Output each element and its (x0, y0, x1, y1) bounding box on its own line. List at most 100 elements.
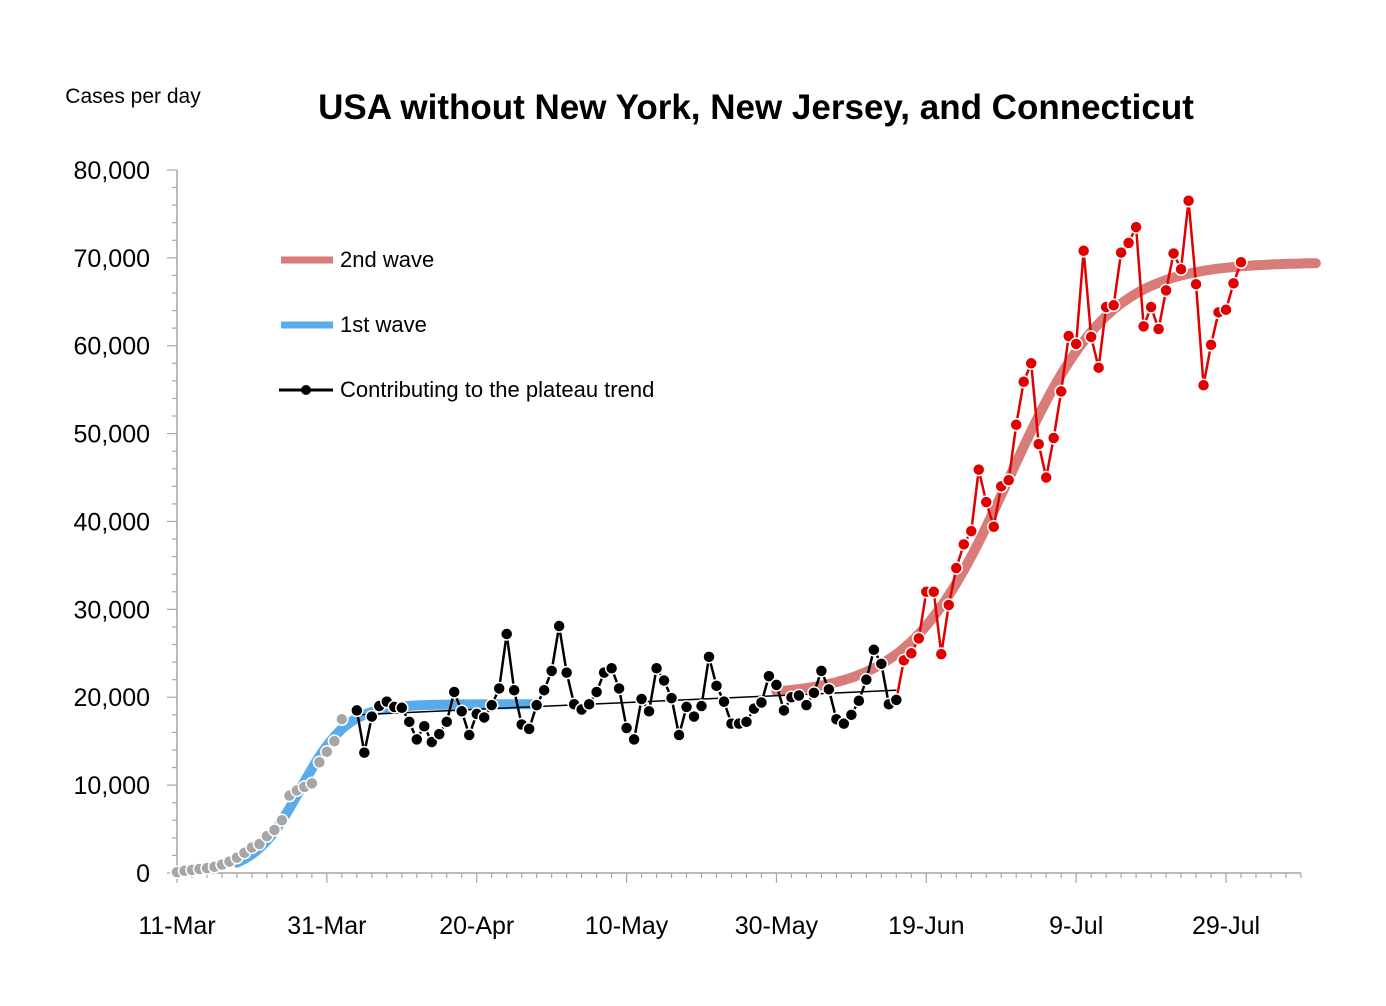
second-wave-point (1234, 255, 1248, 269)
y-tick-labels: 0 10,000 20,000 30,000 40,000 50,000 60,000 70,… (74, 157, 150, 888)
second-wave-point (1166, 246, 1181, 261)
plateau-trend-line (356, 689, 897, 716)
second-wave-point (1181, 193, 1196, 208)
fit-curves (231, 258, 1321, 868)
second-wave-point (1001, 473, 1016, 487)
x-tick-label: 9-Jul (1049, 912, 1103, 940)
y-tick-label: 30,000 (74, 596, 150, 624)
second-wave-fit-curve (771, 258, 1321, 697)
plateau-point (454, 704, 469, 719)
y-tick-label: 70,000 (74, 245, 150, 273)
x-tick-label: 10-May (585, 912, 669, 940)
plateau-point (657, 673, 671, 688)
plateau-point (792, 688, 806, 703)
plateau-point (664, 691, 679, 705)
second-wave-point (1159, 283, 1173, 298)
second-wave-point (1226, 276, 1241, 291)
second-wave-point (1144, 300, 1158, 314)
y-tick-label: 50,000 (74, 421, 150, 449)
second-wave-point (1219, 302, 1233, 317)
y-tick-label: 80,000 (74, 157, 150, 185)
second-wave-point (1174, 262, 1188, 277)
plateau-point (432, 727, 447, 741)
plateau-point (844, 708, 859, 722)
x-tick-label: 30-May (735, 912, 819, 940)
y-tick-label: 40,000 (74, 508, 150, 536)
plateau-point (777, 703, 791, 718)
early-point (275, 813, 289, 828)
plateau-point (552, 619, 566, 633)
second-wave-point (957, 537, 971, 552)
plateau-point (867, 643, 881, 657)
plateau-point (447, 685, 461, 699)
x-tick-labels: 11-Mar 31-Mar 20-Apr 10-May 30-May 19-Jun 9-Ju… (138, 912, 1260, 940)
plateau-point (365, 709, 379, 724)
second-wave-point (1024, 356, 1038, 371)
plateau-point (679, 700, 694, 714)
plateau-point (439, 715, 454, 729)
second-wave-point (1054, 384, 1068, 399)
x-tick-label: 11-Mar (138, 912, 215, 940)
second-wave-point (972, 462, 986, 477)
plateau-point (350, 703, 364, 718)
second-wave-point (934, 647, 949, 661)
x-tick-label: 19-Jun (888, 912, 964, 940)
plateau-point (544, 664, 559, 678)
plateau-point (672, 728, 686, 742)
x-tick-label: 31-Mar (287, 912, 366, 940)
legend-label-2nd-wave: 2nd wave (340, 247, 434, 272)
second-wave-point (1076, 244, 1091, 258)
axes (167, 169, 1302, 883)
plateau-point (709, 679, 724, 693)
plateau-point (619, 721, 634, 735)
plateau-point (874, 657, 889, 671)
second-wave-point (979, 495, 993, 509)
plateau-point (687, 709, 701, 724)
early-point (267, 823, 282, 837)
plateau-point (507, 683, 521, 697)
early-point (320, 744, 334, 759)
plateau-point (837, 716, 851, 731)
second-wave-point (1121, 236, 1136, 250)
chart-title: USA without New York, New Jersey, and Co… (318, 88, 1194, 127)
plateau-point (822, 682, 836, 697)
x-tick-label: 20-Apr (439, 912, 514, 940)
y-tick-label: 10,000 (74, 772, 150, 800)
second-wave-point (927, 585, 941, 599)
y-tick-label: 0 (136, 860, 150, 888)
plateau-point (642, 704, 656, 719)
early-point (335, 712, 349, 726)
plateau-point (852, 694, 866, 708)
second-wave-point (1031, 437, 1046, 451)
plateau-point (492, 681, 506, 696)
second-wave-point (1046, 431, 1061, 445)
second-wave-point (1129, 220, 1143, 234)
plateau-point (769, 678, 784, 692)
plateau-point (717, 694, 731, 709)
second-wave-point (1106, 298, 1121, 313)
plateau-point (357, 745, 372, 760)
second-wave-point (1151, 322, 1166, 336)
y-unit-label: Cases per day (65, 85, 201, 108)
plateau-point (627, 732, 641, 747)
plateau-point (529, 698, 544, 712)
plateau-point (582, 697, 596, 712)
plateau-point (762, 669, 776, 683)
early-point (327, 734, 342, 748)
early-point (305, 776, 319, 791)
plateau-point (410, 732, 424, 747)
second-wave-point (1114, 245, 1128, 260)
second-wave-point (1196, 378, 1211, 393)
second-wave-point (904, 646, 919, 661)
second-wave-point (1084, 330, 1098, 344)
y-tick-label: 20,000 (74, 684, 150, 712)
second-wave-point (1039, 470, 1053, 485)
second-wave-point (1136, 319, 1151, 334)
plateau-point (859, 672, 874, 687)
second-wave-point (949, 561, 964, 575)
y-tick-label: 60,000 (74, 333, 150, 361)
plateau-point (702, 650, 716, 664)
plateau-point (634, 692, 649, 706)
plateau-point (499, 627, 514, 641)
